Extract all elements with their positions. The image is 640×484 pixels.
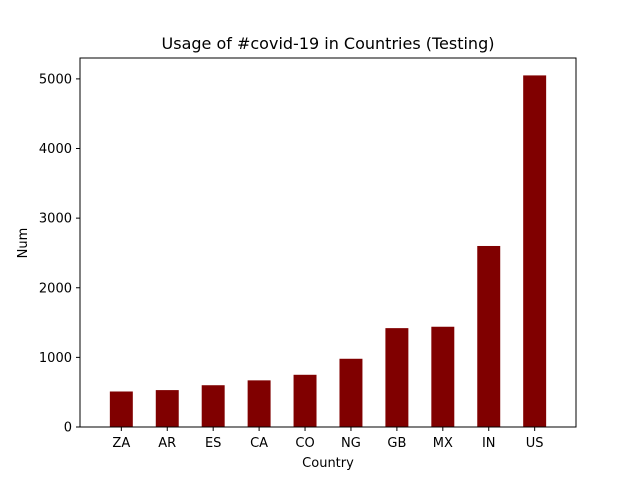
x-tick-label: ES [205, 436, 221, 451]
x-tick-label: ZA [112, 436, 130, 451]
x-tick-label: IN [482, 436, 496, 451]
x-tick-label: NG [341, 436, 361, 451]
y-tick-label: 2000 [39, 281, 72, 296]
bar-ar [155, 390, 179, 427]
x-ticks-group: ZA AR ES CA CO NG GB MX IN US [112, 427, 544, 451]
bars-group [109, 75, 547, 427]
plot-frame [79, 57, 577, 428]
bar-mx [431, 326, 455, 427]
x-axis-label: Country [302, 456, 354, 471]
y-tick-label: 4000 [39, 142, 72, 157]
bar-co [293, 374, 317, 427]
y-tick-label: 1000 [39, 351, 72, 366]
x-tick-label: CA [250, 436, 268, 451]
bar-ca [247, 380, 271, 427]
y-ticks-group: 0 1000 2000 3000 4000 5000 [39, 72, 80, 436]
x-tick-label: MX [433, 436, 453, 451]
x-tick-label: AR [158, 436, 176, 451]
bar-us [523, 75, 547, 427]
bar-es [201, 385, 225, 427]
bar-za [109, 391, 133, 427]
x-tick-label: GB [387, 436, 406, 451]
y-tick-label: 5000 [39, 72, 72, 87]
y-tick-label: 0 [64, 421, 72, 436]
x-tick-label: CO [295, 436, 314, 451]
bar-ng [339, 358, 363, 427]
bar-gb [385, 328, 409, 427]
y-axis-label: Num [16, 228, 31, 259]
y-tick-label: 3000 [39, 212, 72, 227]
x-tick-label: US [526, 436, 544, 451]
chart-title: Usage of #covid-19 in Countries (Testing… [162, 34, 495, 53]
bar-in [477, 245, 501, 427]
